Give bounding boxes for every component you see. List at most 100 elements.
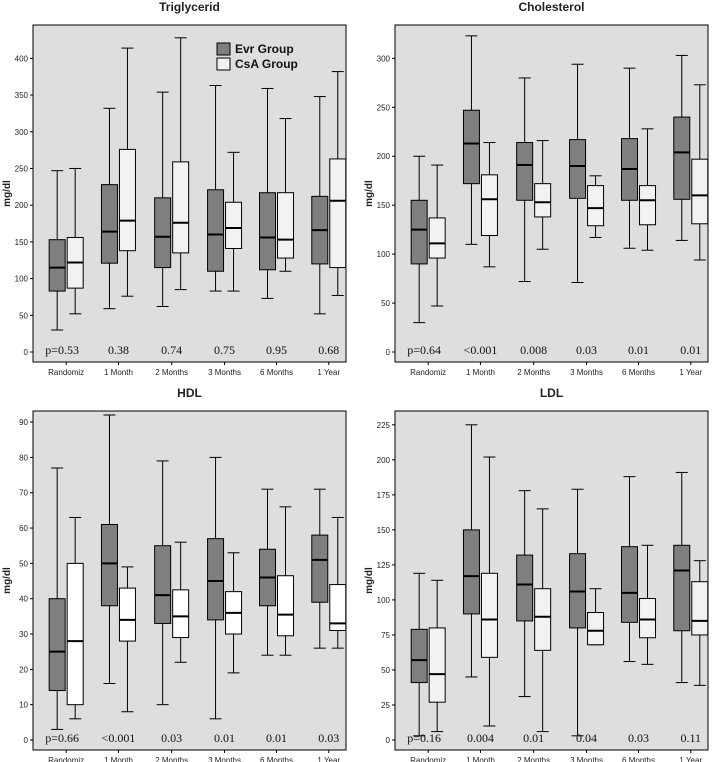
p-value-label: 0.95	[266, 343, 287, 357]
csa-box-2	[172, 541, 190, 663]
iqr-box	[329, 158, 347, 269]
csa-box-5	[329, 71, 347, 296]
iqr-box	[410, 199, 428, 265]
iqr-box	[100, 184, 118, 264]
y-tick-label: 100	[15, 275, 29, 284]
x-tick-label: 3 Months	[208, 756, 241, 762]
evr-box-2	[516, 490, 534, 698]
csa-box-0	[66, 516, 84, 720]
x-tick-label: 6 Months	[622, 368, 655, 377]
iqr-box	[154, 545, 172, 624]
iqr-box	[428, 627, 446, 703]
y-tick-label: 250	[15, 164, 29, 173]
plot-area	[394, 410, 709, 751]
csa-box-5	[329, 516, 347, 649]
iqr-box	[480, 174, 498, 237]
y-tick-label: 350	[15, 91, 29, 100]
y-tick-label: 20	[19, 665, 28, 674]
iqr-box	[428, 217, 446, 259]
x-tick-label: Randomiz	[410, 756, 446, 762]
x-tick-label: 3 Months	[570, 368, 603, 377]
p-value-label: 0.75	[214, 343, 235, 357]
evr-box-4	[259, 87, 277, 299]
evr-box-4	[259, 488, 277, 656]
y-axis-label: mg/dl	[364, 180, 375, 207]
csa-box-0	[428, 579, 446, 733]
y-tick-label: 70	[19, 489, 28, 498]
y-tick-label: 150	[15, 238, 29, 247]
x-tick-label: 1 Year	[317, 756, 340, 762]
x-tick-label: 1 Year	[317, 368, 340, 377]
y-tick-label: 175	[377, 491, 391, 500]
iqr-box	[207, 189, 225, 272]
iqr-box	[673, 116, 691, 200]
p-value-label: p=0.53	[45, 343, 79, 357]
y-tick-label: 75	[381, 631, 390, 640]
p-value-label: 0.01	[214, 731, 235, 745]
y-tick-label: 50	[19, 559, 28, 568]
evr-box-3	[207, 85, 225, 292]
iqr-box	[311, 534, 329, 603]
iqr-box	[225, 201, 243, 249]
x-tick-label: Randomiz	[410, 368, 446, 377]
evr-box-0	[48, 467, 66, 730]
csa-box-3	[587, 588, 605, 646]
iqr-box	[277, 192, 295, 259]
p-value-label: 0.03	[161, 731, 182, 745]
p-value-label: p=0.66	[45, 731, 79, 745]
y-tick-label: 225	[377, 421, 391, 430]
chart-title: HDL	[177, 386, 202, 400]
x-tick-label: 1 Year	[679, 756, 702, 762]
iqr-box	[534, 588, 552, 651]
evr-box-2	[154, 91, 172, 307]
x-tick-label: Randomiz	[48, 368, 84, 377]
x-tick-label: 2 Months	[517, 368, 550, 377]
y-tick-label: 50	[381, 299, 390, 308]
y-tick-label: 300	[377, 54, 391, 63]
chart-title: LDL	[540, 386, 563, 400]
iqr-box	[639, 185, 657, 226]
evr-box-5	[311, 488, 329, 649]
y-tick-label: 150	[377, 201, 391, 210]
x-tick-label: Randomiz	[48, 756, 84, 762]
p-value-label: 0.68	[318, 343, 339, 357]
p-value-label: 0.38	[108, 343, 129, 357]
iqr-box	[410, 628, 428, 684]
legend-label: Evr Group	[235, 42, 294, 56]
y-tick-label: 300	[15, 128, 29, 137]
evr-box-0	[410, 572, 428, 737]
y-tick-label: 0	[386, 348, 391, 357]
evr-box-3	[207, 456, 225, 720]
iqr-box	[48, 239, 66, 292]
p-value-label: 0.04	[576, 731, 597, 745]
x-tick-label: 1 Month	[466, 756, 495, 762]
evr-box-3	[569, 63, 587, 284]
y-tick-label: 0	[24, 348, 29, 357]
csa-box-4	[277, 118, 295, 272]
iqr-box	[587, 612, 605, 646]
p-value-label: 0.11	[681, 731, 702, 745]
csa-box-5	[691, 560, 709, 686]
p-value-label: 0.01	[680, 343, 701, 357]
iqr-box	[569, 139, 587, 199]
csa-box-2	[172, 37, 190, 291]
csa-box-4	[277, 506, 295, 656]
iqr-box	[48, 598, 66, 692]
iqr-box	[277, 575, 295, 637]
p-value-label: 0.004	[467, 731, 494, 745]
iqr-box	[329, 584, 347, 631]
y-tick-label: 100	[377, 596, 391, 605]
csa-box-1	[118, 47, 136, 297]
x-tick-label: 2 Months	[155, 368, 188, 377]
evr-box-1	[462, 35, 480, 245]
y-tick-label: 400	[15, 54, 29, 63]
y-tick-label: 200	[377, 456, 391, 465]
csa-box-1	[480, 142, 498, 268]
y-tick-label: 25	[381, 701, 390, 710]
p-value-label: p=0.64	[407, 343, 441, 357]
x-tick-label: 3 Months	[570, 756, 603, 762]
evr-box-5	[673, 54, 691, 241]
iqr-box	[516, 554, 534, 622]
y-tick-label: 80	[19, 453, 28, 462]
csa-box-0	[66, 167, 84, 315]
